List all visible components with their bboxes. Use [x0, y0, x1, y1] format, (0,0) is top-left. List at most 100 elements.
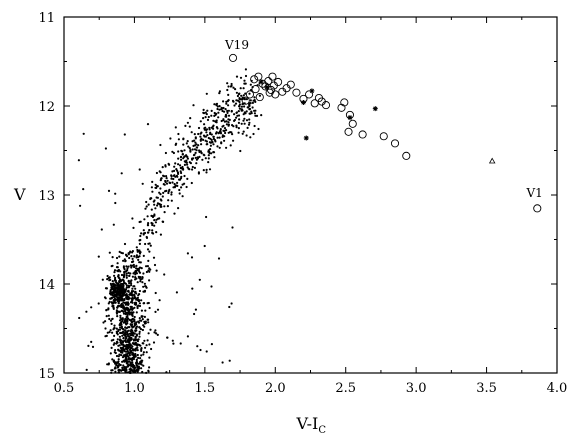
star-point [232, 125, 235, 128]
star-point [191, 287, 194, 290]
star-point [237, 114, 241, 117]
star-point [127, 307, 130, 311]
star-point [120, 273, 124, 277]
star-point [143, 289, 147, 292]
star-point [172, 342, 175, 345]
star-point [222, 124, 225, 127]
star-point [127, 355, 130, 358]
star-point [165, 189, 168, 192]
star-point [114, 201, 117, 205]
star-point [145, 270, 148, 274]
plot-area: V19 V1 [77, 38, 543, 374]
star-point [237, 131, 240, 134]
star-point [239, 149, 242, 153]
star-point [131, 361, 134, 364]
star-point [138, 168, 141, 171]
star-point [223, 139, 226, 142]
star-point [142, 364, 145, 367]
star-point [119, 284, 122, 287]
star-point [188, 161, 191, 164]
star-point [243, 105, 246, 108]
star-point [206, 109, 209, 112]
star-point [242, 94, 245, 97]
star-point [82, 132, 85, 135]
star-point [204, 126, 207, 129]
star-point [186, 177, 189, 180]
star-point [190, 256, 194, 259]
star-point [194, 151, 197, 154]
star-point [118, 255, 121, 258]
star-point [126, 333, 130, 336]
star-point [171, 339, 174, 342]
star-point [113, 299, 116, 302]
star-point [135, 364, 138, 367]
star-point [253, 124, 256, 128]
star-point [129, 362, 132, 365]
star-point [216, 145, 219, 148]
star-point [85, 310, 88, 313]
star-point [114, 351, 117, 355]
star-point [135, 347, 138, 350]
star-point [248, 102, 251, 105]
star-point [252, 132, 255, 136]
star-point [221, 134, 224, 137]
star-point [131, 369, 135, 372]
star-point [199, 150, 202, 153]
star-point [179, 342, 182, 345]
star-point [241, 97, 244, 101]
star-point [118, 319, 122, 322]
star-point [180, 186, 183, 189]
star-point [107, 363, 110, 366]
x-tick-label: 0.5 [54, 381, 75, 396]
star-point [246, 126, 249, 129]
asterisk-point [300, 99, 306, 105]
star-point [125, 323, 128, 326]
star-point [186, 121, 189, 124]
variable-star-point [286, 80, 295, 89]
star-point [145, 286, 148, 289]
star-point [113, 324, 116, 327]
star-point [195, 146, 198, 149]
star-point [135, 264, 138, 267]
star-point [110, 346, 113, 349]
star-point [140, 299, 143, 302]
variable-star-point [379, 132, 388, 141]
star-point [210, 285, 213, 288]
star-point [225, 102, 228, 105]
star-point [145, 351, 148, 354]
star-point [124, 260, 127, 263]
star-point [110, 369, 113, 372]
star-point [209, 132, 212, 136]
star-point [227, 104, 230, 107]
star-point [240, 94, 243, 97]
star-point [135, 270, 138, 273]
star-point [156, 204, 159, 207]
star-point [79, 204, 82, 207]
star-point [124, 345, 127, 348]
star-point [155, 171, 158, 175]
star-point [130, 266, 133, 269]
star-point [235, 91, 238, 94]
star-point [229, 144, 232, 147]
star-point [125, 366, 128, 369]
star-point [123, 320, 126, 323]
star-point [130, 311, 133, 314]
star-point [129, 264, 132, 267]
star-point [125, 272, 128, 275]
star-point [132, 226, 135, 229]
x-tick-label: 1.0 [124, 381, 145, 396]
star-point [146, 265, 149, 268]
star-point [119, 314, 122, 317]
star-point [199, 120, 202, 123]
star-point [194, 308, 197, 311]
star-point [186, 140, 189, 143]
star-point [238, 103, 241, 106]
star-point [154, 207, 157, 210]
star-point [205, 168, 208, 171]
star-point [118, 310, 121, 313]
asterisk-point [264, 84, 270, 90]
star-point [111, 331, 114, 334]
star-point [147, 318, 150, 321]
star-point [130, 282, 133, 285]
star-point [108, 251, 111, 254]
